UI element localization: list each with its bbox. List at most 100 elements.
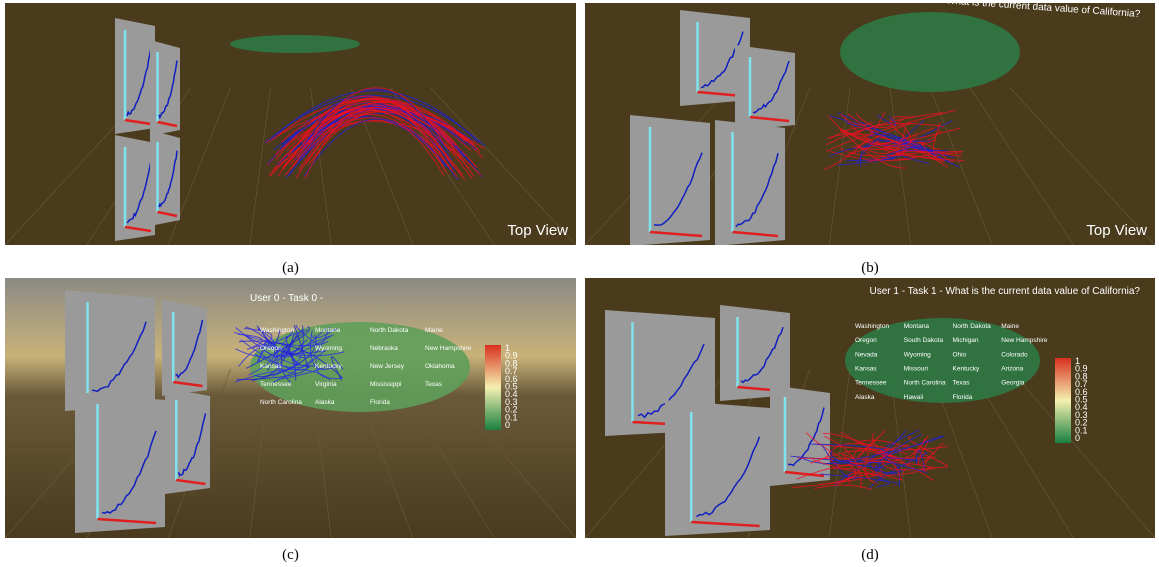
trajectory <box>846 157 896 162</box>
trajectory <box>815 443 948 451</box>
chart-board <box>115 135 155 241</box>
state-label: Georgia <box>1001 380 1025 387</box>
trajectory <box>275 330 297 374</box>
state-label: New Hampshire <box>1001 337 1048 344</box>
colorbar <box>1055 358 1071 443</box>
trajectory <box>308 111 442 165</box>
trajectory <box>315 358 343 380</box>
colorbar-label: 0 <box>505 420 510 430</box>
trajectory <box>897 137 932 142</box>
trajectory <box>842 453 872 475</box>
trajectory <box>830 127 874 139</box>
trajectory <box>896 150 965 162</box>
floor-grid <box>249 368 271 538</box>
chart-axis <box>157 210 178 218</box>
chart-line <box>637 343 705 419</box>
state-label: Virginia <box>315 381 337 388</box>
state-label: Kansas <box>855 366 877 373</box>
trajectory <box>824 111 886 171</box>
colorbar-label: 0.8 <box>505 358 518 368</box>
trajectory <box>826 112 943 146</box>
floor-grid <box>310 87 332 245</box>
chart-axis <box>784 470 825 478</box>
trajectory <box>295 104 455 179</box>
trajectory <box>828 115 907 169</box>
trajectory <box>812 459 917 476</box>
us-map <box>250 322 470 412</box>
trajectory <box>805 432 903 481</box>
chart-board <box>630 115 710 245</box>
colorbar-label: 0.5 <box>505 382 518 392</box>
colorbar-label: 0.1 <box>1075 425 1088 435</box>
state-label: Washington <box>855 323 889 330</box>
state-label: Kentucky <box>953 366 980 373</box>
view-label: Top View <box>1086 222 1147 239</box>
state-label: Tennessee <box>855 380 887 387</box>
state-label: Washington <box>260 327 294 334</box>
floor-grid <box>969 87 1074 245</box>
state-label: New Hampshire <box>425 345 472 352</box>
trajectory <box>851 122 945 137</box>
trajectory <box>280 106 470 169</box>
screenshot-panel: User 1 - Task 1 - What is the current da… <box>585 278 1155 538</box>
chart-board <box>165 388 210 494</box>
trajectory <box>853 448 899 461</box>
chart-line <box>740 326 784 384</box>
trajectory <box>881 448 949 471</box>
state-label: Montana <box>315 327 341 334</box>
state-label: Florida <box>953 394 973 401</box>
state-label: Nevada <box>855 351 878 358</box>
trajectory <box>885 457 928 474</box>
colorbar-label: 0.1 <box>505 412 518 422</box>
trajectory <box>790 455 886 463</box>
trajectory <box>868 134 951 163</box>
trajectory <box>876 115 897 126</box>
colorbar-label: 0.9 <box>505 351 518 361</box>
trajectory <box>864 451 877 484</box>
colorbar-label: 0.5 <box>1075 395 1088 405</box>
trajectory <box>821 445 860 480</box>
state-label: Alaska <box>315 399 335 406</box>
chart-axis <box>173 380 203 388</box>
state-label: North Carolina <box>904 380 946 387</box>
trajectory <box>887 144 922 158</box>
trajectory <box>877 127 935 145</box>
state-label: Kansas <box>260 363 282 370</box>
state-label: Michigan <box>953 337 979 344</box>
colorbar-label: 0.7 <box>505 366 518 376</box>
state-label: North Carolina <box>260 399 302 406</box>
trajectory <box>271 363 301 377</box>
state-label: Oregon <box>855 337 877 344</box>
state-label: Colorado <box>1001 351 1028 358</box>
colorbar-label: 0.9 <box>1075 364 1088 374</box>
caption: (a) <box>282 260 299 276</box>
state-label: Texas <box>425 381 443 388</box>
trajectory <box>829 145 954 159</box>
trajectory <box>310 333 337 370</box>
trajectory <box>855 112 904 128</box>
trajectory <box>901 119 953 144</box>
trajectory <box>298 106 452 171</box>
chart-axis <box>649 230 703 238</box>
chart-board <box>115 18 155 134</box>
task-question: User 1 - Task 1 - What is the current da… <box>870 286 1141 297</box>
chart-board <box>150 40 180 136</box>
colorbar-label: 1 <box>1075 356 1080 366</box>
caption: (d) <box>861 547 879 563</box>
state-label: Mississippi <box>370 381 401 388</box>
state-label: Montana <box>904 323 930 330</box>
trajectory <box>303 118 447 177</box>
chart-axis <box>97 517 157 525</box>
chart-line <box>752 60 790 114</box>
chart-line <box>787 407 825 467</box>
trajectory <box>869 452 929 489</box>
colorbar-label: 0.8 <box>1075 371 1088 381</box>
trajectory <box>825 109 956 153</box>
trajectory <box>275 345 280 373</box>
trajectory <box>839 147 909 157</box>
us-map <box>845 318 1040 403</box>
trajectory <box>272 348 328 384</box>
screenshot-panel: Top View <box>5 3 576 245</box>
state-label: Tennessee <box>260 381 292 388</box>
state-label: South Dakota <box>904 337 944 344</box>
